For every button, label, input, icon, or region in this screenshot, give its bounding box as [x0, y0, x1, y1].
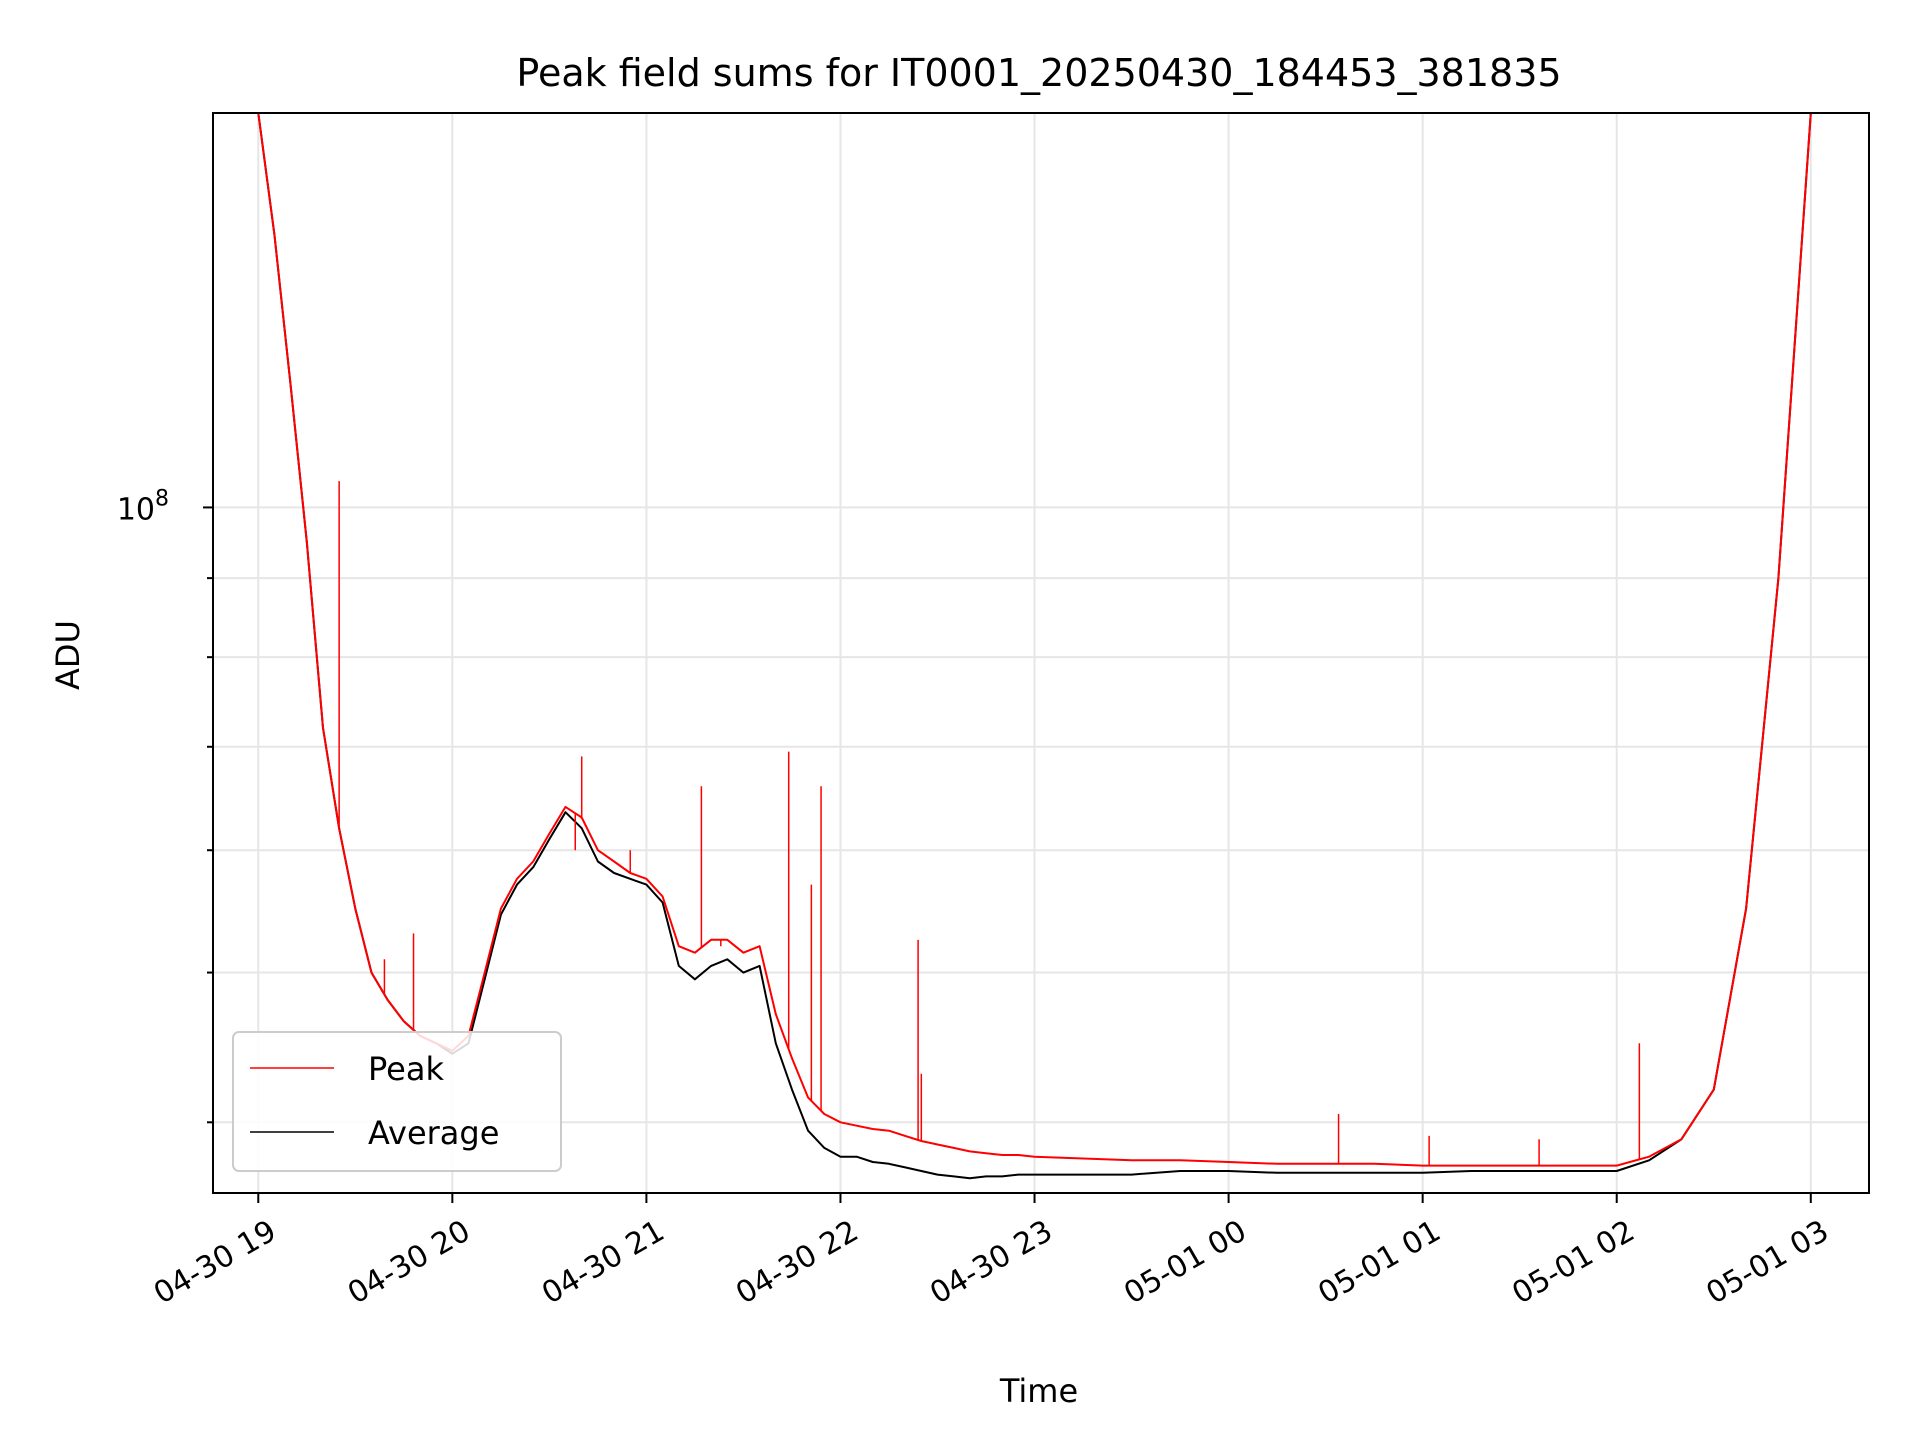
- legend: Peak Average: [232, 1031, 562, 1172]
- legend-box: [232, 1031, 562, 1172]
- y-axis-label: ADU: [49, 620, 87, 690]
- legend-label-peak: Peak: [368, 1050, 444, 1088]
- y-tick-label: 108: [117, 486, 169, 527]
- grid: [213, 113, 1869, 1193]
- legend-label-average: Average: [368, 1114, 499, 1152]
- x-axis-label: Time: [999, 1372, 1078, 1410]
- plot-frame: [212, 112, 1870, 1194]
- y-ticks: 108: [117, 486, 213, 1124]
- chart-title: Peak field sums for IT0001_20250430_1844…: [516, 51, 1561, 95]
